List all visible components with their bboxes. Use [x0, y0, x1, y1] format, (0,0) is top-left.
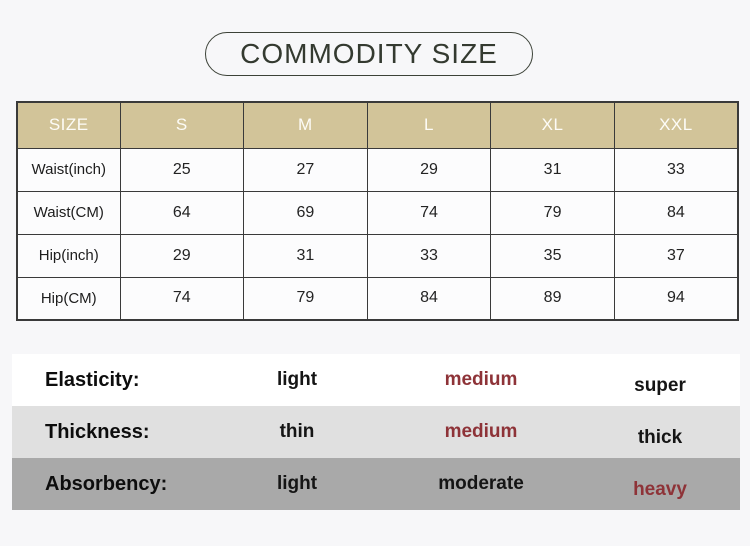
attribute-value: medium	[444, 369, 518, 390]
table-cell: 27	[243, 147, 368, 192]
table-row-hip-inch: Hip(inch) 29 31 33 35 37	[16, 233, 739, 278]
attribute-label: Absorbency:	[45, 472, 168, 495]
attribute-value: thin	[279, 421, 315, 442]
table-cell: 37	[613, 233, 739, 278]
table-cell: 31	[243, 233, 368, 278]
table-row-waist-inch: Waist(inch) 25 27 29 31 33	[16, 147, 739, 192]
attribute-value: super	[634, 375, 686, 396]
attribute-row-thickness: Thickness: thin medium thick	[12, 406, 740, 458]
attribute-row-absorbency: Absorbency: light moderate heavy	[12, 458, 740, 510]
attribute-label: Thickness:	[45, 420, 150, 443]
header-cell-size: SIZE	[16, 101, 121, 149]
row-label: Waist(inch)	[16, 147, 121, 192]
table-cell: 79	[490, 190, 615, 235]
table-cell: 84	[613, 190, 739, 235]
size-table: SIZE S M L XL XXL Waist(inch) 25 27 29 3…	[16, 101, 739, 321]
table-cell: 69	[243, 190, 368, 235]
table-cell: 35	[490, 233, 615, 278]
size-table-header-row: SIZE S M L XL XXL	[16, 101, 739, 149]
table-cell: 74	[366, 190, 492, 235]
table-cell: 89	[490, 276, 615, 321]
page-title: COMMODITY SIZE	[240, 38, 498, 69]
table-cell: 31	[490, 147, 615, 192]
attribute-value: moderate	[438, 473, 524, 494]
table-cell: 29	[119, 233, 245, 278]
table-cell: 64	[119, 190, 245, 235]
table-cell: 33	[613, 147, 739, 192]
commodity-size-badge: COMMODITY SIZE	[205, 32, 533, 76]
attribute-value: heavy	[633, 479, 687, 500]
row-label: Hip(inch)	[16, 233, 121, 278]
attribute-value: light	[276, 473, 318, 494]
table-cell: 79	[243, 276, 368, 321]
header-cell-m: M	[243, 101, 368, 149]
attribute-value: light	[276, 369, 318, 390]
table-cell: 33	[366, 233, 492, 278]
table-cell: 25	[119, 147, 245, 192]
table-cell: 94	[613, 276, 739, 321]
row-label: Waist(CM)	[16, 190, 121, 235]
table-row-waist-cm: Waist(CM) 64 69 74 79 84	[16, 190, 739, 235]
header-cell-l: L	[366, 101, 492, 149]
table-cell: 84	[366, 276, 492, 321]
table-cell: 74	[119, 276, 245, 321]
header-cell-s: S	[119, 101, 245, 149]
attribute-value: medium	[444, 421, 518, 442]
header-cell-xl: XL	[490, 101, 615, 149]
attribute-value: thick	[637, 427, 683, 448]
table-cell: 29	[366, 147, 492, 192]
row-label: Hip(CM)	[16, 276, 121, 321]
attribute-row-elasticity: Elasticity: light medium super	[12, 354, 740, 406]
header-cell-xxl: XXL	[613, 101, 739, 149]
table-row-hip-cm: Hip(CM) 74 79 84 89 94	[16, 276, 739, 321]
attribute-label: Elasticity:	[45, 368, 140, 391]
